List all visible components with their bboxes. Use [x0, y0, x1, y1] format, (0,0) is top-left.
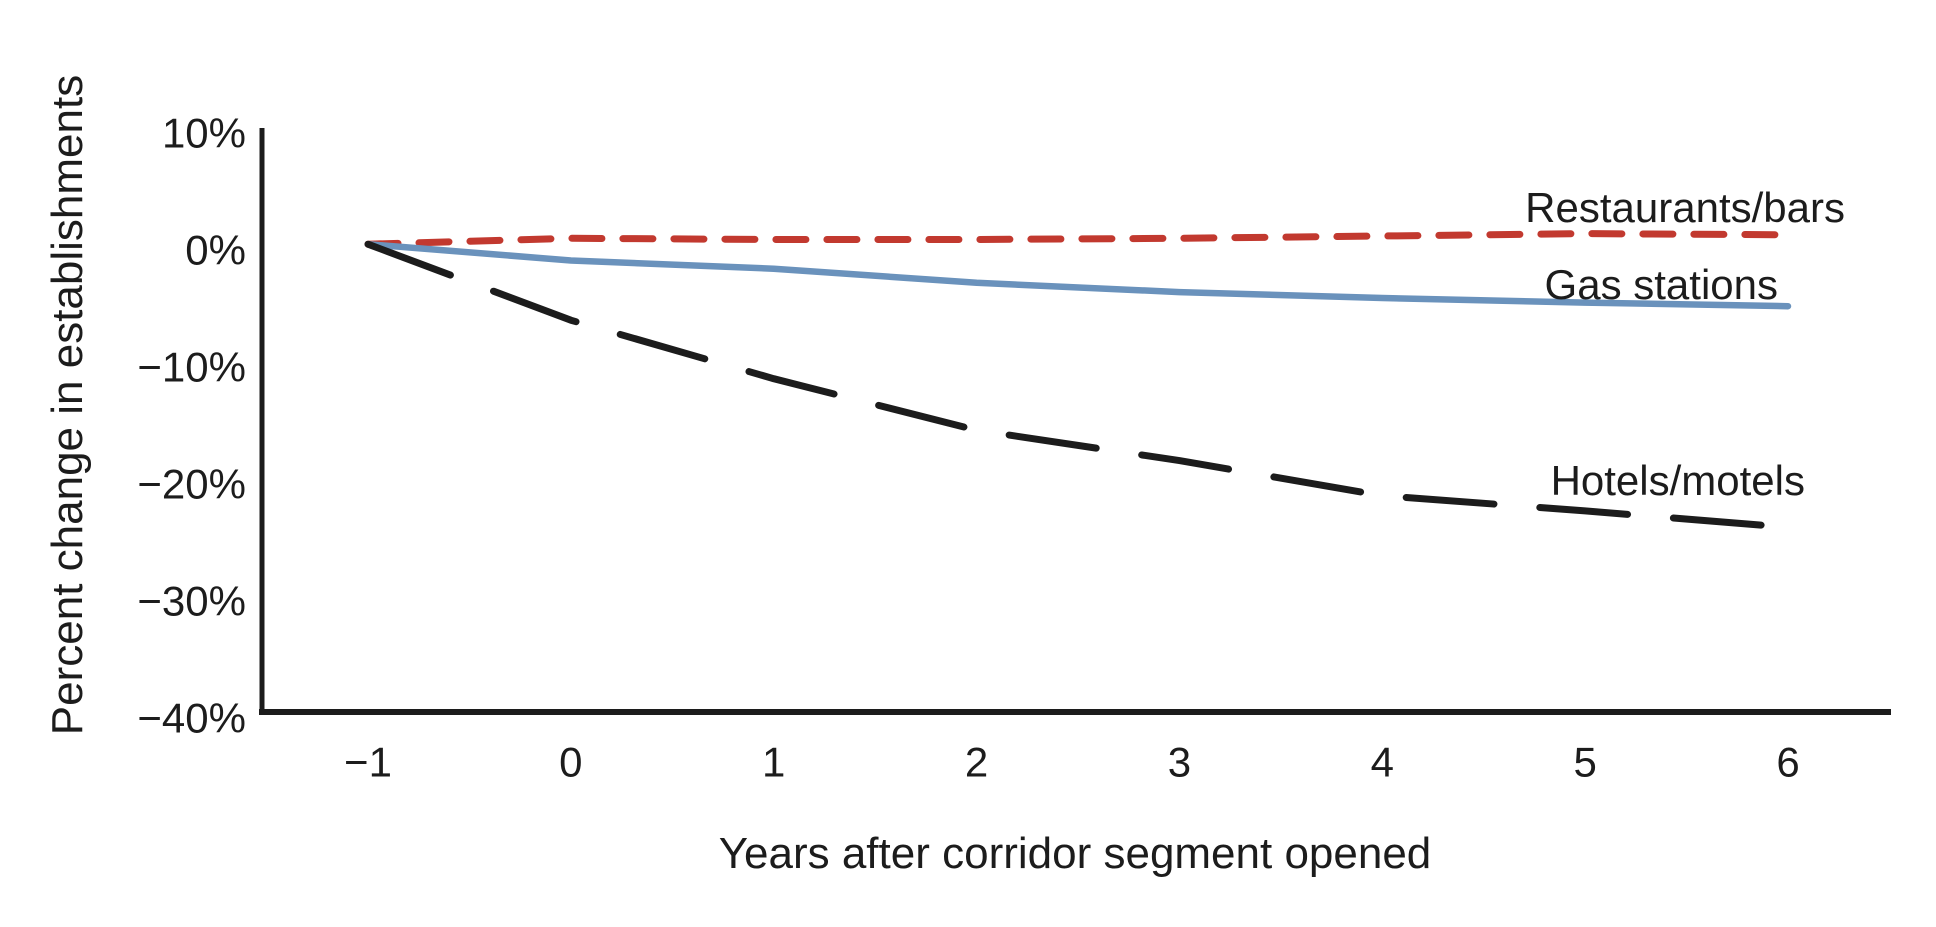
x-tick-label: 4: [1371, 739, 1394, 786]
x-axis-title: Years after corridor segment opened: [719, 829, 1432, 878]
x-tick-label: 3: [1168, 739, 1191, 786]
y-axis-title: Percent change in establishments: [43, 75, 92, 735]
x-tick-label: 6: [1776, 739, 1799, 786]
series-label-gas-stations: Gas stations: [1545, 261, 1778, 308]
x-tick-label: 0: [559, 739, 582, 786]
series-label-restaurants-bars: Restaurants/bars: [1525, 184, 1845, 231]
y-tick-label: 0%: [185, 227, 246, 274]
x-tick-label: −1: [344, 739, 392, 786]
x-tick-label: 5: [1573, 739, 1596, 786]
y-tick-label: −30%: [137, 578, 246, 625]
x-axis-tick-labels: −1 0 1 2 3 4 5 6: [344, 739, 1800, 786]
series-line-gas-stations: [364, 240, 1792, 310]
x-tick-label: 1: [762, 739, 785, 786]
y-axis-tick-labels: 10% 0% −10% −20% −30% −40%: [137, 110, 246, 742]
series-line-hotels-motels: [364, 240, 1792, 531]
y-tick-label: −40%: [137, 695, 246, 742]
series-label-hotels-motels: Hotels/motels: [1551, 457, 1805, 504]
series-lines: [364, 230, 1792, 531]
y-tick-label: 10%: [162, 110, 246, 157]
series-line-restaurants-bars: [364, 230, 1792, 248]
y-tick-label: −10%: [137, 344, 246, 391]
y-tick-label: −20%: [137, 461, 246, 508]
x-tick-label: 2: [965, 739, 988, 786]
